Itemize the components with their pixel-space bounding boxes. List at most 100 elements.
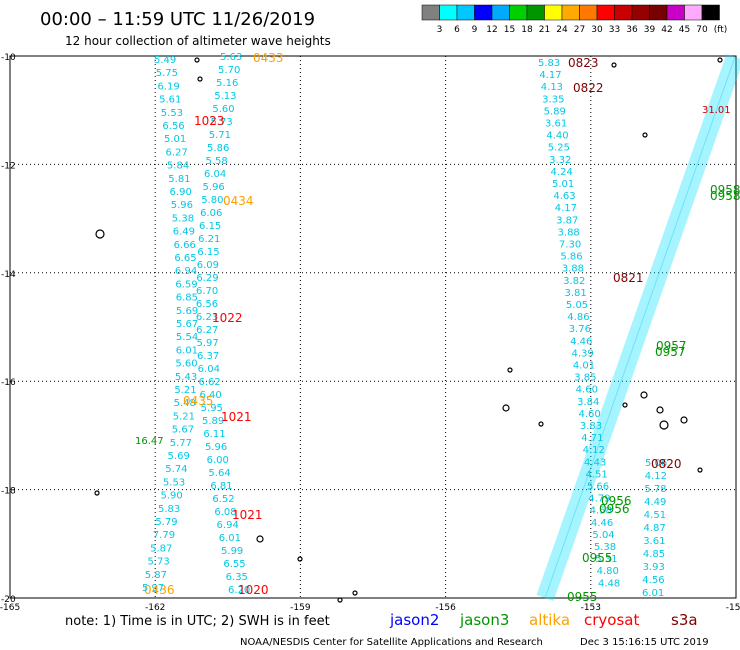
swh-value: 6.21 bbox=[198, 234, 220, 245]
track-time-label: 1020 bbox=[238, 583, 269, 597]
swh-value: 4.51 bbox=[644, 510, 666, 521]
island-outline bbox=[297, 556, 303, 562]
colorbar-legend: 3 6 9 12 15 18 21 24 27 30 33 36 39 42 45 70 (ft) bbox=[421, 4, 728, 35]
swh-value: 5.96 bbox=[205, 442, 227, 453]
swh-value: 5.78 bbox=[644, 484, 666, 495]
island-outline bbox=[94, 490, 100, 496]
track-time-label: 0955 bbox=[582, 551, 613, 565]
track-time-label: 0434 bbox=[223, 194, 254, 208]
colorbar-swatch bbox=[596, 4, 615, 21]
swh-value: 3.61 bbox=[545, 119, 567, 130]
swh-value: 5.53 bbox=[163, 477, 185, 488]
longitude-label: -162 bbox=[145, 603, 165, 613]
satellite-track bbox=[544, 56, 736, 599]
swh-value: 4.43 bbox=[584, 457, 606, 468]
swh-value: 5.25 bbox=[548, 143, 570, 154]
swh-value: 5.49 bbox=[154, 55, 176, 66]
footer-timestamp: Dec 3 15:16:15 UTC 2019 bbox=[580, 637, 709, 648]
swh-value: 6.08 bbox=[214, 507, 236, 518]
track-time-label: 0436 bbox=[144, 583, 175, 597]
swh-value: 6.94 bbox=[175, 266, 197, 277]
swh-value: 6.06 bbox=[200, 208, 222, 219]
swh-value: 4.71 bbox=[581, 433, 603, 444]
swh-value: 5.69 bbox=[176, 306, 198, 317]
swh-value: 4.39 bbox=[571, 348, 593, 359]
colorbar-swatch bbox=[614, 4, 633, 21]
island-outline bbox=[352, 590, 358, 596]
swh-value: 5.01 bbox=[164, 134, 186, 145]
swh-value: 6.11 bbox=[203, 429, 225, 440]
swh-value: 6.49 bbox=[173, 227, 195, 238]
island-outline bbox=[656, 406, 664, 414]
track-time-label: 1022 bbox=[212, 311, 243, 325]
islands bbox=[94, 57, 723, 603]
colorbar-tick-label: 24 bbox=[556, 25, 568, 35]
swh-value: 3.87 bbox=[556, 215, 578, 226]
swh-value: 3.84 bbox=[577, 397, 599, 408]
longitude-label: -153 bbox=[581, 603, 601, 613]
island-outline bbox=[611, 62, 617, 68]
colorbar-swatch bbox=[474, 4, 493, 21]
island-outline bbox=[538, 421, 544, 427]
colorbar-tick-label: 36 bbox=[626, 25, 638, 35]
swh-value: 6.66 bbox=[174, 240, 196, 251]
swh-value: 5.04 bbox=[592, 530, 614, 541]
longitude-label: -156 bbox=[435, 603, 456, 613]
swh-value: 7.79 bbox=[153, 530, 175, 541]
swh-value: 6.27 bbox=[165, 147, 187, 158]
swh-value: 5.83 bbox=[538, 58, 560, 69]
colorbar-swatch bbox=[579, 4, 598, 21]
swh-value: 5.71 bbox=[209, 130, 231, 141]
colorbar-tick-label: 27 bbox=[574, 25, 585, 35]
swh-value: 6.62 bbox=[199, 377, 221, 388]
swh-value: 4.17 bbox=[539, 70, 561, 81]
island-outline bbox=[337, 597, 343, 603]
swh-value: 3.83 bbox=[580, 421, 602, 432]
swh-value: 4.46 bbox=[591, 518, 613, 529]
island-outline bbox=[717, 57, 723, 63]
track-time-label: 1023 bbox=[194, 114, 225, 128]
swh-value: 5.31 bbox=[595, 554, 617, 565]
longitude-label: -150 bbox=[726, 603, 740, 613]
swh-value: 6.70 bbox=[196, 286, 218, 297]
swh-value: 5.38 bbox=[594, 542, 616, 553]
colorbar-tick-label: 70 bbox=[696, 25, 708, 35]
colorbar-tick-label: (ft) bbox=[714, 25, 728, 35]
swh-value: 4.49 bbox=[644, 497, 666, 508]
colorbar-swatch bbox=[701, 4, 720, 21]
swh-value: 6.37 bbox=[197, 351, 219, 362]
satellite-tracks bbox=[536, 54, 740, 601]
footer-credit: NOAA/NESDIS Center for Satellite Applica… bbox=[240, 637, 543, 648]
swh-value: 6.59 bbox=[175, 279, 197, 290]
swh-value: 4.17 bbox=[555, 203, 577, 214]
swh-value: 5.73 bbox=[147, 557, 169, 568]
swh-value: 6.09 bbox=[197, 260, 219, 271]
track-time-label: 0433 bbox=[253, 51, 284, 65]
track-time-label: 0822 bbox=[573, 81, 604, 95]
swh-value: 5.84 bbox=[167, 161, 189, 172]
colorbar-tick-label: 45 bbox=[679, 25, 690, 35]
latitude-label: -12 bbox=[1, 161, 16, 171]
swh-value: 5.77 bbox=[170, 438, 192, 449]
colorbar-swatch bbox=[684, 4, 703, 21]
swh-value: 4.58 bbox=[590, 506, 612, 517]
swh-value: 5.74 bbox=[165, 464, 187, 475]
map-subtitle: 12 hour collection of altimeter wave hei… bbox=[65, 34, 331, 48]
swh-value: 5.70 bbox=[218, 65, 240, 76]
swh-value: 6.04 bbox=[204, 169, 226, 180]
swh-value: 5.96 bbox=[171, 200, 193, 211]
track-time-label: 0820 bbox=[651, 457, 682, 471]
swh-value: 5.97 bbox=[196, 338, 218, 349]
swh-value: 6.40 bbox=[200, 390, 222, 401]
colorbar-swatch bbox=[631, 4, 650, 21]
swh-value: 4.13 bbox=[541, 82, 563, 93]
plot-frame bbox=[9, 55, 737, 599]
swh-value: 5.43 bbox=[175, 372, 197, 383]
track-time-label: 0957 bbox=[656, 339, 687, 353]
swh-value: 5.54 bbox=[176, 332, 198, 343]
swh-value: 3.32 bbox=[549, 155, 571, 166]
swh-value: 3.82 bbox=[563, 276, 585, 287]
swh-value: 3.93 bbox=[643, 562, 665, 573]
swh-value: 3.76 bbox=[569, 324, 591, 335]
colorbar-tick-label: 30 bbox=[591, 25, 603, 35]
